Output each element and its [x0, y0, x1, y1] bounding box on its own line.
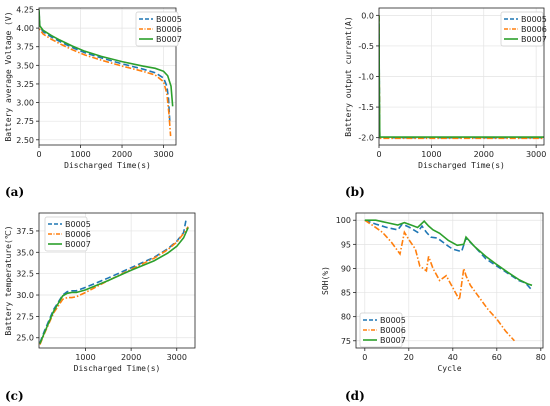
legend-label-b0007: B0007 — [65, 240, 91, 249]
y-tick-label: -1.0 — [358, 73, 374, 82]
y-axis-label: Battery output current(A) — [344, 16, 353, 136]
y-tick-label: 100 — [336, 216, 351, 225]
panel-label: (a) — [5, 185, 24, 199]
legend-label-b0007: B0007 — [156, 35, 182, 44]
series-line-b0005 — [39, 11, 171, 122]
y-tick-label: 3.25 — [16, 80, 34, 89]
series-line-b0007 — [39, 227, 189, 345]
chart-panel-1: 0 1000 2000 3000 2.50 2.75 3.00 3.25 3.50 3.75 4.0… — [4, 5, 182, 199]
legend-label-b0006: B0006 — [521, 25, 547, 34]
chart-panel-2: 0 1000 2000 3000 -2.0 -1.5 -1.0 -0.5 0.0 Discharg… — [344, 7, 547, 199]
x-tick-label: 3000 — [153, 150, 173, 159]
y-tick-label: 80 — [341, 313, 351, 322]
y-tick-label: 4.00 — [16, 24, 34, 33]
y-tick-label: 27.5 — [16, 312, 34, 321]
legend-box — [44, 216, 88, 252]
legend-label-b0006: B0006 — [156, 25, 182, 34]
panel-label: (c) — [5, 389, 24, 403]
legend-label-b0005: B0005 — [521, 15, 547, 24]
x-tick-label: 1000 — [70, 150, 90, 159]
plot-frame — [355, 212, 544, 349]
y-tick-label: 25.0 — [16, 334, 34, 343]
y-tick-label: 4.25 — [16, 5, 34, 14]
y-tick-label: 32.5 — [16, 270, 34, 279]
y-tick-label: 30.0 — [16, 291, 34, 300]
legend-label-b0007: B0007 — [380, 336, 406, 345]
x-tick-label: 80 — [536, 353, 546, 362]
x-axis-label: Discharged Time(s) — [64, 161, 151, 170]
x-tick-label: 1000 — [421, 150, 441, 159]
series-line-b0006 — [39, 20, 172, 137]
series-line-b0007 — [39, 9, 174, 107]
legend-box — [500, 11, 544, 47]
y-axis-label: Battery temperature(℃) — [4, 225, 13, 335]
y-tick-label: 2.50 — [16, 136, 34, 145]
chart-panel-3: 1000 2000 3000 25.0 27.5 30.0 32.5 35.0 37.5 Disc… — [4, 212, 196, 403]
x-axis-label: Discharged Time(s) — [74, 364, 161, 373]
x-tick-label: 3000 — [526, 150, 546, 159]
plot-frame — [38, 7, 177, 146]
x-tick-label: 40 — [448, 353, 458, 362]
x-tick-label: 0 — [362, 353, 367, 362]
y-tick-label: -0.5 — [358, 42, 374, 51]
y-tick-label: 3.50 — [16, 61, 34, 70]
y-tick-label: 90 — [341, 264, 351, 273]
panel-label: (b) — [345, 185, 365, 199]
y-tick-label: 3.75 — [16, 43, 34, 52]
panel-label: (d) — [345, 389, 365, 403]
legend-label-b0007: B0007 — [521, 35, 547, 44]
y-tick-label: -2.0 — [358, 134, 374, 143]
y-tick-label: 95 — [341, 240, 351, 249]
x-tick-label: 0 — [376, 150, 381, 159]
legend-label-b0006: B0006 — [380, 326, 406, 335]
x-tick-label: 1000 — [75, 353, 95, 362]
legend-label-b0006: B0006 — [65, 230, 91, 239]
x-tick-label: 2000 — [121, 353, 141, 362]
series-line-b0005 — [364, 219, 533, 291]
legend-box — [359, 312, 403, 348]
plot-frame — [38, 212, 196, 349]
x-tick-label: 3000 — [167, 353, 187, 362]
legend-label-b0005: B0005 — [380, 316, 406, 325]
series-line-b0006 — [364, 219, 515, 342]
x-tick-label: 0 — [36, 150, 41, 159]
chart-panel-4: 0 20 40 60 807580859095100CycleSOH(%)B0005B0… — [321, 212, 546, 403]
x-axis-label: Discharged Time(s) — [418, 161, 505, 170]
x-axis-label: Cycle — [437, 364, 461, 373]
x-tick-label: 60 — [492, 353, 502, 362]
y-tick-label: 0.0 — [361, 11, 374, 20]
x-tick-label: 2000 — [112, 150, 132, 159]
x-tick-label: 20 — [404, 353, 414, 362]
y-axis-label: SOH(%) — [321, 266, 330, 295]
series-line-b0006 — [39, 226, 189, 345]
y-tick-label: -1.5 — [358, 103, 374, 112]
series-line-b0007 — [364, 219, 533, 287]
y-tick-label: 37.5 — [16, 227, 34, 236]
x-tick-label: 2000 — [474, 150, 494, 159]
y-tick-label: 75 — [341, 337, 351, 346]
legend-label-b0005: B0005 — [156, 15, 182, 24]
y-tick-label: 35.0 — [16, 248, 34, 257]
y-axis-label: Battery average Voltage (V) — [4, 11, 13, 141]
legend-label-b0005: B0005 — [65, 220, 91, 229]
y-tick-label: 85 — [341, 289, 351, 298]
y-tick-label: 2.75 — [16, 117, 34, 126]
legend-box — [135, 11, 179, 47]
y-tick-label: 3.00 — [16, 99, 34, 108]
